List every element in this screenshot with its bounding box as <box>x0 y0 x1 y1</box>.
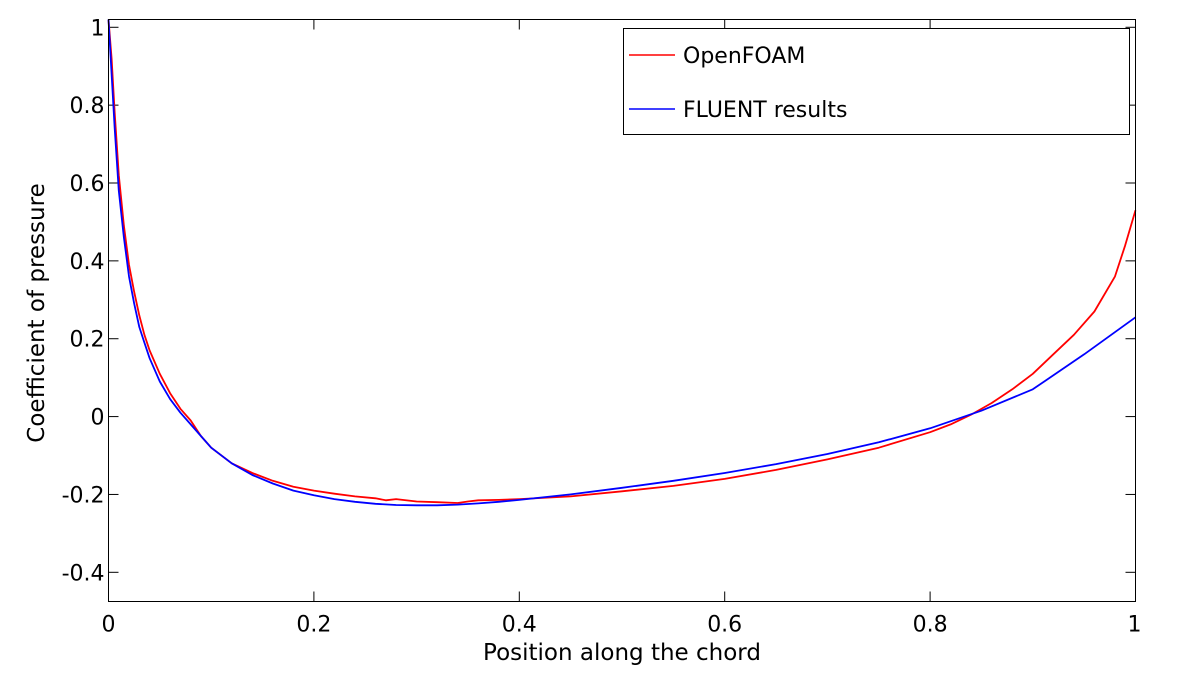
y-tick-label: 0 <box>91 406 105 431</box>
y-tick-label: -0.2 <box>62 483 105 508</box>
y-tick-label: 0.4 <box>70 250 105 275</box>
x-tick-label: 0.2 <box>296 613 331 638</box>
x-tick-label: 1 <box>1128 613 1142 638</box>
y-axis-label: Coefficient of pressure <box>24 183 50 442</box>
y-tick-label: 0.2 <box>70 328 105 353</box>
legend-label-openfoam: OpenFOAM <box>683 44 805 69</box>
x-tick-label: 0 <box>102 613 116 638</box>
tick-labels-layer: 0 0.2 0.4 0.6 0.8 1 -0.4 -0.2 0 0.2 0.4 0.6 0.8 1 <box>62 16 1142 637</box>
y-tick-label: 0.8 <box>70 94 105 119</box>
legend-box <box>623 28 1130 135</box>
legend-label-fluent: FLUENT results <box>683 98 847 123</box>
x-axis-label: Position along the chord <box>483 640 761 666</box>
plot-frame <box>108 19 1136 602</box>
x-tick-label: 0.6 <box>707 613 742 638</box>
legend: OpenFOAM FLUENT results <box>623 28 1130 135</box>
x-tick-label: 0.4 <box>502 613 537 638</box>
series-line-openfoam <box>107 19 1137 504</box>
x-tick-label: 0.8 <box>913 613 948 638</box>
series-layer <box>107 19 1137 507</box>
y-tick-label: -0.4 <box>62 561 105 586</box>
series-line-fluent-results <box>107 19 1137 507</box>
y-tick-label: 1 <box>91 16 105 41</box>
y-tick-label: 0.6 <box>70 172 105 197</box>
